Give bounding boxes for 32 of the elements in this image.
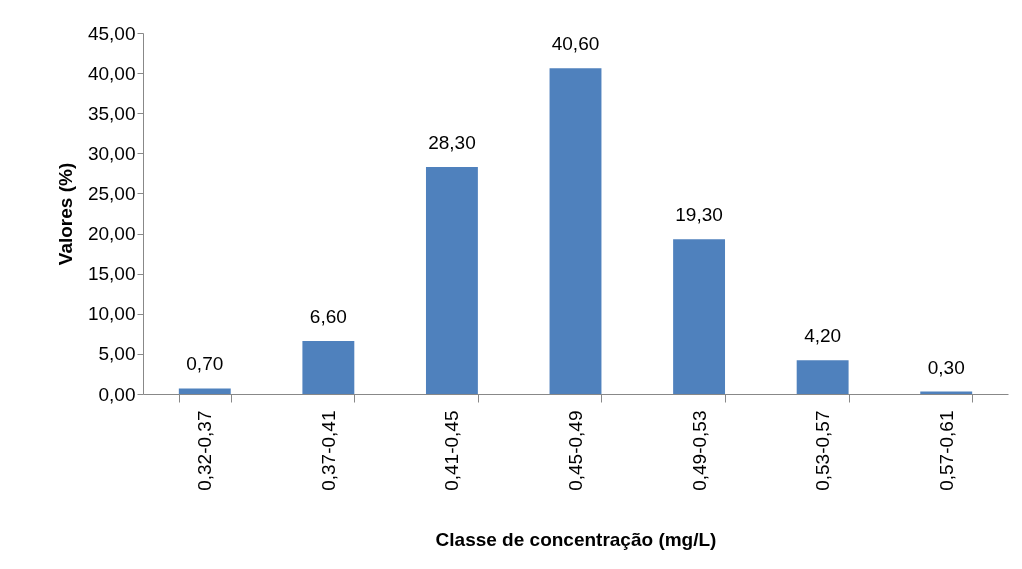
y-tick-label: 25,00 [87, 182, 136, 204]
data-label: 4,20 [804, 325, 842, 347]
bar [425, 166, 478, 394]
bar [796, 360, 849, 394]
y-tick-label: 35,00 [87, 102, 136, 124]
bar [178, 388, 231, 394]
x-tick-label: 0,37-0,41 [317, 410, 339, 491]
bar [549, 68, 602, 394]
data-label: 0,30 [927, 356, 965, 378]
data-label: 19,30 [675, 204, 723, 226]
y-tick-label: 15,00 [87, 263, 136, 285]
y-tick-label: 0,00 [98, 383, 136, 405]
y-tick-label: 10,00 [87, 303, 136, 325]
data-label: 0,70 [186, 353, 224, 375]
x-tick-label: 0,57-0,61 [935, 410, 957, 491]
data-label: 6,60 [309, 306, 347, 328]
y-tick-label: 30,00 [87, 142, 136, 164]
x-axis-title: Classe de concentração (mg/L) [435, 528, 717, 550]
y-tick-label: 5,00 [98, 343, 136, 365]
y-tick-label: 40,00 [87, 62, 136, 84]
data-label: 28,30 [428, 131, 476, 153]
y-axis-title: Valores (%) [54, 162, 76, 266]
bar [302, 341, 355, 394]
x-tick-label: 0,53-0,57 [812, 410, 834, 491]
x-tick-label: 0,49-0,53 [688, 410, 710, 491]
x-tick-label: 0,45-0,49 [565, 410, 586, 491]
x-tick-label: 0,41-0,45 [441, 410, 463, 491]
x-tick-label: 0,32-0,37 [194, 410, 216, 491]
data-label: 40,60 [551, 33, 600, 55]
y-tick-label: 45,00 [87, 22, 136, 44]
bar [673, 239, 726, 394]
y-tick-label: 20,00 [87, 223, 136, 245]
